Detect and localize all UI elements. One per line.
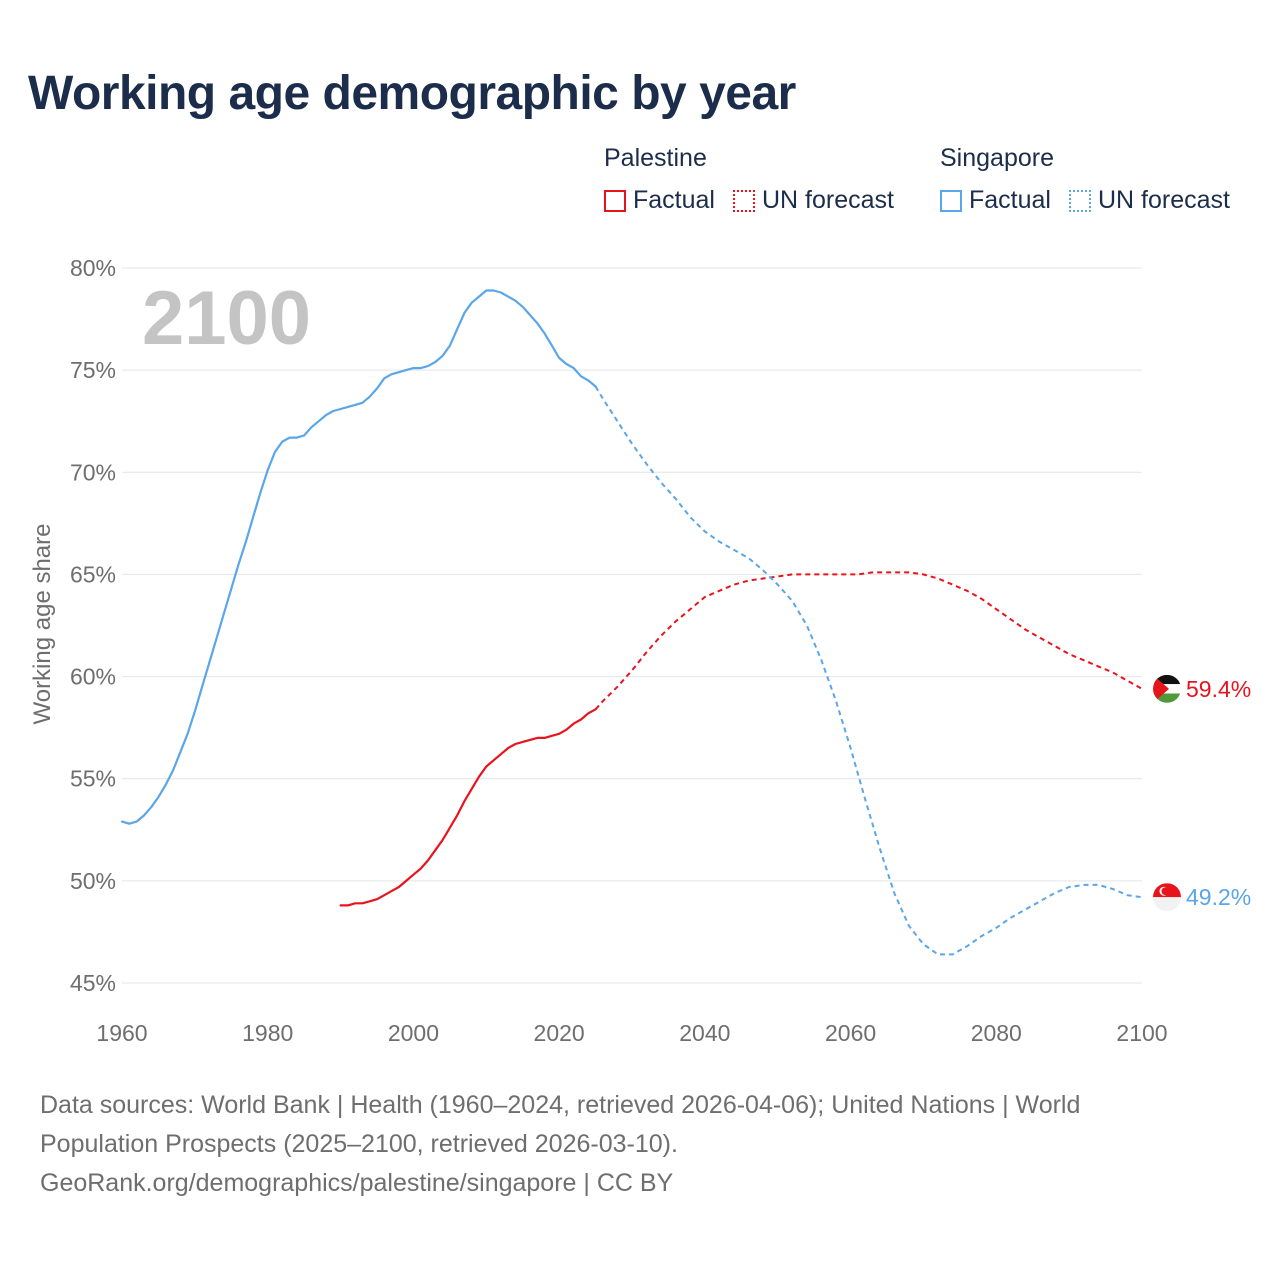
- legend-group-title: Palestine: [604, 144, 707, 172]
- footer-source-line: Population Prospects (2025–2100, retriev…: [40, 1130, 678, 1158]
- x-tick-label: 1980: [242, 1020, 293, 1046]
- y-tick-label: 70%: [70, 459, 116, 485]
- year-watermark: 2100: [142, 276, 311, 361]
- legend-swatch-dotted: [732, 189, 755, 212]
- x-tick-label: 2080: [971, 1020, 1022, 1046]
- legend-label: UN forecast: [1097, 186, 1230, 214]
- legend-label: Factual: [633, 186, 715, 214]
- flag-crescent-cut: [1161, 887, 1170, 896]
- flag-body: [1153, 674, 1181, 703]
- footer-source-line: Data sources: World Bank | Health (1960–…: [40, 1091, 1081, 1119]
- chart-title: Working age demographic by year: [28, 67, 796, 120]
- y-tick-label: 55%: [70, 766, 116, 792]
- y-axis-label: Working age share: [29, 524, 56, 725]
- footer-attribution[interactable]: GeoRank.org/demographics/palestine/singa…: [40, 1169, 674, 1197]
- y-tick-label: 60%: [70, 664, 116, 690]
- series-layer: [120, 289, 1143, 956]
- y-tick-label: 80%: [70, 255, 116, 281]
- flag-stripe-black: [1153, 674, 1181, 685]
- y-tick-label: 75%: [70, 357, 116, 383]
- line-chart: 45% 50% 55% 60% 65% 70% 75% 80% 1960 1980 2000 2020…: [29, 255, 1251, 1046]
- legend-swatch-dotted: [1068, 189, 1091, 212]
- legend-label: Factual: [969, 186, 1051, 214]
- footer: Data sources: World Bank | Health (1960–…: [40, 1086, 1140, 1203]
- legend-swatch-solid: [940, 189, 962, 212]
- series-line-palestine-forecast: [594, 571, 1143, 710]
- x-tick-label: 1960: [96, 1020, 147, 1046]
- legend-group-palestine: Palestine Factual UN forecast: [604, 144, 912, 215]
- y-tick-label: 50%: [70, 868, 116, 894]
- legend-singapore-factual[interactable]: Factual: [940, 186, 1051, 215]
- x-tick-label: 2100: [1116, 1020, 1167, 1046]
- legend-group-title: Singapore: [940, 144, 1054, 172]
- legend-group-singapore: Singapore Factual UN forecast: [940, 144, 1230, 215]
- flag-stripe-green: [1153, 693, 1181, 703]
- x-tick-label: 2040: [679, 1020, 730, 1046]
- legend-swatch-solid: [604, 189, 626, 212]
- series-line-singapore-forecast: [594, 385, 1143, 956]
- x-tick-label: 2060: [825, 1020, 876, 1046]
- end-labels-layer: 59.4% 49.2%: [1153, 674, 1251, 912]
- end-label-singapore: 49.2%: [1186, 884, 1251, 910]
- x-tick-label: 2000: [388, 1020, 439, 1046]
- legend-label: UN forecast: [761, 186, 894, 214]
- legend-palestine-forecast[interactable]: UN forecast: [732, 186, 894, 215]
- end-label-palestine: 59.4%: [1186, 676, 1251, 702]
- x-tick-label: 2020: [534, 1020, 585, 1046]
- grid-layer: 45% 50% 55% 60% 65% 70% 75% 80% 1960 1980 2000 2020…: [70, 255, 1168, 1046]
- series-line-palestine-factual: [339, 708, 597, 907]
- flag-body: [1153, 883, 1181, 912]
- y-tick-label: 45%: [70, 970, 116, 996]
- legend-singapore-forecast[interactable]: UN forecast: [1068, 186, 1230, 215]
- series-line-singapore-factual: [120, 289, 597, 825]
- flag-triangle: [1153, 674, 1169, 703]
- flag-half-white: [1153, 897, 1181, 912]
- palestine-flag-icon: [1153, 674, 1181, 703]
- legend-palestine-factual[interactable]: Factual: [604, 186, 715, 215]
- y-tick-label: 65%: [70, 561, 116, 587]
- singapore-flag-icon: [1153, 883, 1181, 912]
